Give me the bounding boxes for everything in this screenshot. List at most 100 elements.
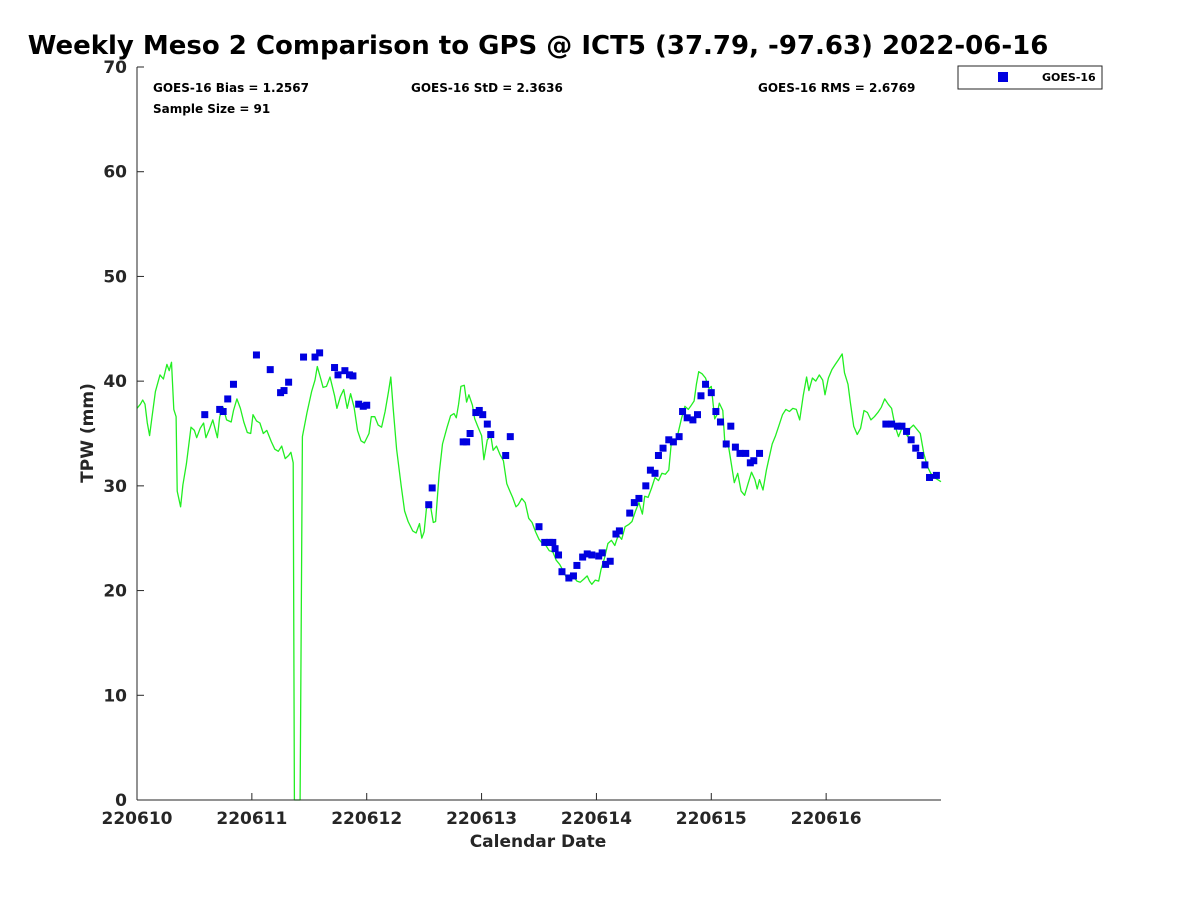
x-axis-ticks: 220610 220611 220612 220613 220614 220615 2206… bbox=[102, 793, 862, 829]
goes16-point bbox=[266, 366, 274, 374]
y-tick-label: 70 bbox=[103, 58, 127, 78]
goes16-point bbox=[475, 406, 483, 414]
goes16-point bbox=[355, 400, 363, 408]
goes16-point bbox=[466, 430, 474, 437]
goes16-point bbox=[285, 378, 293, 386]
goes16-point bbox=[219, 408, 227, 416]
x-tick-label: 220613 bbox=[446, 809, 517, 829]
y-tick-label: 30 bbox=[103, 477, 127, 497]
goes16-point bbox=[916, 451, 924, 459]
goes16-point bbox=[425, 501, 433, 509]
gps-series-line bbox=[136, 353, 942, 801]
goes16-point bbox=[615, 527, 623, 535]
goes16-point bbox=[893, 422, 901, 430]
goes16-point bbox=[716, 418, 724, 426]
plot-area bbox=[137, 67, 941, 800]
gps-series-layer bbox=[136, 353, 942, 801]
goes16-point bbox=[679, 408, 687, 416]
y-axis-label: TPW (mm) bbox=[78, 383, 98, 483]
goes16-point bbox=[541, 538, 549, 546]
goes16-point bbox=[280, 387, 288, 395]
goes16-point bbox=[694, 411, 702, 419]
goes16-point bbox=[349, 372, 357, 380]
goes16-point bbox=[341, 367, 349, 375]
goes16-point bbox=[926, 473, 934, 481]
goes16-point bbox=[626, 509, 634, 517]
goes16-point bbox=[506, 433, 514, 441]
goes-series-layer bbox=[201, 349, 940, 582]
goes16-point bbox=[635, 494, 643, 502]
y-tick-label: 0 bbox=[115, 791, 127, 811]
goes16-point bbox=[551, 545, 559, 553]
goes16-point bbox=[665, 436, 673, 444]
goes16-point bbox=[502, 451, 510, 459]
goes16-point bbox=[569, 572, 577, 580]
goes16-point bbox=[912, 444, 920, 452]
goes16-point bbox=[479, 411, 487, 419]
goes16-point bbox=[932, 471, 940, 479]
goes16-point bbox=[888, 420, 896, 428]
rms-stat: GOES-16 RMS = 2.6769 bbox=[758, 81, 915, 95]
goes16-point bbox=[316, 349, 324, 357]
goes16-point bbox=[722, 440, 730, 448]
goes16-point bbox=[646, 466, 654, 474]
goes16-point bbox=[675, 433, 683, 441]
goes16-point bbox=[428, 484, 436, 492]
goes16-point bbox=[535, 523, 543, 531]
y-axis-ticks: 0 10 20 30 40 50 60 70 bbox=[103, 58, 144, 811]
sample-size-stat: Sample Size = 91 bbox=[153, 102, 270, 116]
y-tick-label: 20 bbox=[103, 582, 127, 602]
legend: GOES-16 bbox=[957, 65, 1103, 90]
y-tick-label: 60 bbox=[103, 163, 127, 183]
std-stat: GOES-16 StD = 2.3636 bbox=[411, 81, 563, 95]
goes16-point bbox=[483, 420, 491, 428]
goes16-point bbox=[224, 395, 232, 403]
goes16-point bbox=[903, 427, 911, 435]
x-tick-label: 220612 bbox=[331, 809, 402, 829]
legend-label-goes16: GOES-16 bbox=[1042, 71, 1096, 84]
goes16-point bbox=[565, 574, 573, 582]
x-tick-label: 220610 bbox=[102, 809, 173, 829]
goes16-point bbox=[898, 422, 906, 430]
y-tick-label: 50 bbox=[103, 267, 127, 287]
goes16-point bbox=[598, 549, 606, 557]
goes16-point bbox=[331, 364, 339, 372]
goes16-point bbox=[311, 353, 319, 361]
x-tick-label: 220614 bbox=[561, 809, 632, 829]
legend-box bbox=[957, 65, 1103, 90]
goes16-point bbox=[689, 416, 697, 424]
goes16-point bbox=[583, 550, 591, 558]
x-tick-label: 220611 bbox=[216, 809, 287, 829]
x-tick-label: 220615 bbox=[676, 809, 747, 829]
goes16-point bbox=[750, 457, 758, 465]
y-tick-label: 10 bbox=[103, 686, 127, 706]
goes16-point bbox=[487, 431, 495, 439]
goes16-point bbox=[712, 408, 720, 416]
x-tick-label: 220616 bbox=[791, 809, 862, 829]
goes16-point bbox=[727, 422, 735, 430]
goes16-point bbox=[555, 551, 563, 559]
bias-stat: GOES-16 Bias = 1.2567 bbox=[153, 81, 309, 95]
goes16-point bbox=[651, 469, 659, 477]
goes16-point bbox=[736, 449, 744, 457]
goes16-point bbox=[252, 351, 260, 359]
goes16-point bbox=[642, 482, 650, 490]
goes16-point bbox=[742, 449, 750, 457]
goes16-point bbox=[334, 371, 342, 379]
goes16-point bbox=[579, 553, 587, 561]
goes16-point bbox=[697, 392, 705, 400]
goes16-point bbox=[659, 444, 667, 452]
goes16-point bbox=[201, 411, 209, 419]
goes16-point bbox=[602, 560, 610, 568]
goes16-point bbox=[363, 401, 371, 409]
goes16-point bbox=[731, 443, 739, 451]
legend-marker-goes16 bbox=[998, 72, 1008, 82]
goes16-point bbox=[606, 557, 614, 565]
chart-title: Weekly Meso 2 Comparison to GPS @ ICT5 (… bbox=[28, 31, 1049, 61]
goes16-point bbox=[549, 538, 557, 546]
goes16-point bbox=[654, 451, 662, 459]
goes16-point bbox=[683, 414, 691, 422]
goes16-point bbox=[921, 461, 929, 469]
goes16-point bbox=[300, 353, 308, 361]
